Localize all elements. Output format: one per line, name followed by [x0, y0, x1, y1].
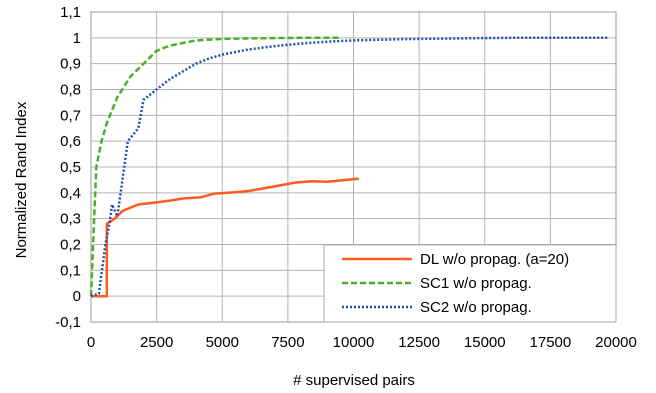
x-tick-label: 15000: [464, 334, 506, 351]
y-tick-label: 0,4: [60, 185, 81, 202]
y-tick-label: 0,7: [60, 107, 81, 124]
series-layer: [89, 36, 609, 298]
legend: DL w/o propag. (a=20) SC1 w/o propag. SC…: [323, 244, 617, 323]
legend-label-sc1: SC1 w/o propag.: [420, 275, 532, 292]
y-tick-label: 1: [73, 30, 81, 47]
y-tick-label: 0,8: [60, 82, 81, 99]
x-tick-label: 10000: [333, 334, 375, 351]
x-axis-title: # supervised pairs: [293, 372, 415, 389]
y-tick-label: 0,5: [60, 159, 81, 176]
y-tick-label: 0,6: [60, 133, 81, 150]
x-tick-label: 20000: [595, 334, 637, 351]
series-line-sc2: [90, 36, 609, 298]
legend-label-dl: DL w/o propag. (a=20): [420, 251, 569, 268]
x-tick-label: 12500: [398, 334, 440, 351]
y-tick-label: 0,3: [60, 211, 81, 228]
y-tick-label: 0,2: [60, 237, 81, 254]
y-tick-label: 0,1: [60, 262, 81, 279]
series-line-sc1: [89, 36, 341, 297]
x-tick-label: 5000: [206, 334, 239, 351]
legend-label-sc2: SC2 w/o propag.: [420, 299, 532, 316]
y-tick-label: 0: [73, 288, 81, 305]
y-tick-label: 0,9: [60, 56, 81, 73]
x-tick-label: 2500: [140, 334, 173, 351]
series-line-dl: [91, 177, 359, 298]
y-tick-label: 1,1: [60, 4, 81, 21]
y-axis-tick-labels: -0,1 0 0,1 0,2 0,3 0,4 0,5 0,6 0,7 0,8 0,9 1 1,1: [55, 4, 81, 331]
x-tick-label: 0: [87, 334, 95, 351]
y-tick-label: -0,1: [55, 314, 81, 331]
x-axis-tick-labels: 0 2500 5000 7500 10000 12500 15000 17500 20000: [87, 334, 637, 351]
y-axis-title: Normalized Rand Index: [13, 101, 30, 258]
x-tick-label: 17500: [530, 334, 572, 351]
x-tick-label: 7500: [271, 334, 304, 351]
